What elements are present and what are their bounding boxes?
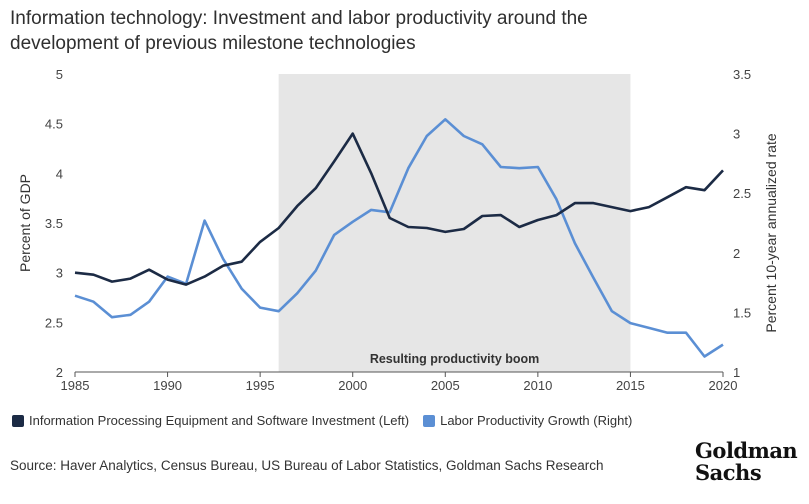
left-tick-label-2: 2: [56, 365, 63, 380]
right-axis-ticks: 1 1.5 2 2.5 3 3.5: [733, 67, 751, 380]
chart-title: Information technology: Investment and l…: [10, 6, 790, 56]
x-tick-label-1985: 1985: [61, 378, 90, 393]
left-tick-label-4: 4: [56, 166, 63, 181]
left-axis-label: Percent of GDP: [17, 174, 33, 272]
x-tick-label-2010: 2010: [523, 378, 552, 393]
left-tick-label-4.5: 4.5: [45, 117, 63, 132]
legend-item-productivity: Labor Productivity Growth (Right): [423, 413, 632, 428]
title-line-1: Information technology: Investment and l…: [10, 8, 588, 29]
x-tick-label-1990: 1990: [153, 378, 182, 393]
right-tick-label-3: 3: [733, 127, 740, 142]
x-tick-label-2015: 2015: [616, 378, 645, 393]
legend: Information Processing Equipment and Sof…: [12, 413, 646, 428]
legend-label-productivity: Labor Productivity Growth (Right): [440, 413, 633, 428]
x-tick-label-2000: 2000: [338, 378, 367, 393]
goldman-sachs-logo: Goldman Sachs: [695, 438, 798, 485]
title-line-2: development of previous milestone techno…: [10, 33, 416, 54]
legend-swatch-investment: [12, 414, 24, 427]
legend-swatch-productivity: [423, 414, 436, 427]
right-tick-label-2.5: 2.5: [733, 186, 751, 201]
right-tick-label-2: 2: [733, 246, 740, 261]
source-note: Source: Haver Analytics, Census Bureau, …: [10, 458, 604, 473]
left-tick-label-5: 5: [56, 67, 63, 82]
x-tick-label-2020: 2020: [709, 378, 738, 393]
right-tick-label-1: 1: [733, 365, 740, 380]
right-tick-label-3.5: 3.5: [733, 67, 751, 82]
x-tick-label-2005: 2005: [431, 378, 460, 393]
shaded-region-label: Resulting productivity boom: [370, 352, 539, 366]
x-axis-ticks: 1985 1990 1995 2000 2005 2010 2015 2020: [61, 372, 738, 393]
legend-label-investment: Information Processing Equipment and Sof…: [29, 413, 410, 428]
shaded-region-boom: [278, 74, 631, 372]
x-tick-label-1995: 1995: [246, 378, 275, 393]
series-line-it-investment: [74, 132, 724, 286]
left-axis-ticks: 2 2.5 3 3.5 4 4.5 5: [45, 67, 63, 380]
legend-item-investment: Information Processing Equipment and Sof…: [12, 413, 409, 428]
left-tick-label-3.5: 3.5: [45, 216, 63, 231]
chart-plot: 1985 1990 1995 2000 2005 2010 2015 2020 2 2.5 3 3.…: [17, 67, 779, 393]
right-axis-label: Percent 10-year annualized rate: [763, 133, 779, 332]
right-tick-label-1.5: 1.5: [733, 305, 751, 320]
left-tick-label-2.5: 2.5: [45, 315, 63, 330]
left-tick-label-3: 3: [56, 266, 63, 281]
